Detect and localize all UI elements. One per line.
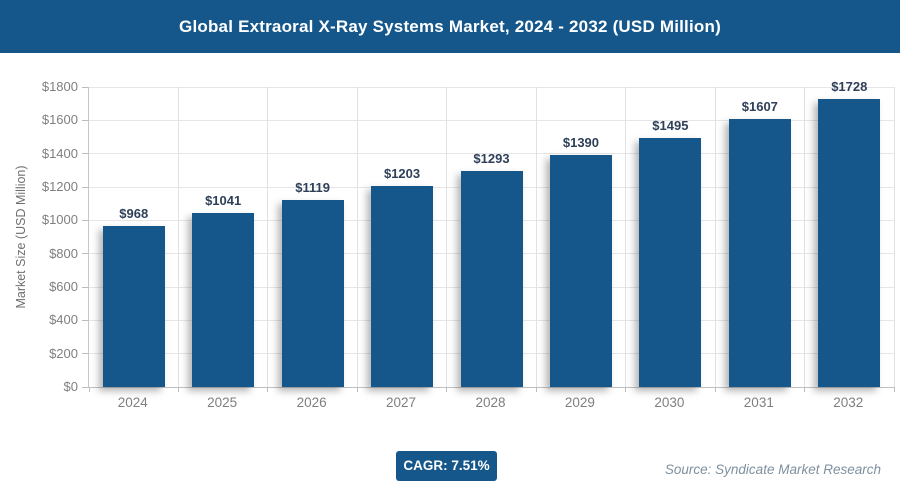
y-axis-tick-mark: [82, 219, 88, 221]
y-axis-tick-mark: [82, 353, 88, 355]
bar-value-label: $1041: [205, 193, 242, 208]
x-tick-label: 2026: [296, 395, 327, 410]
gridline-horizontal: [89, 119, 894, 121]
bar-value-label: $1390: [562, 135, 600, 150]
x-axis-tick-labels: 2024 2025 2026 2027 2028 2029 2030 2031 2032: [88, 394, 893, 414]
chart-title-bar: Global Extraoral X-Ray Systems Market, 2…: [0, 0, 900, 53]
x-tick-label: 2032: [833, 395, 864, 410]
bar: [460, 171, 523, 387]
gridline-vertical: [267, 87, 269, 387]
bar-value-label: $1607: [741, 99, 778, 114]
y-axis-tick-mark: [82, 86, 88, 88]
y-tick-label: $1800: [41, 79, 78, 94]
bar: [192, 213, 255, 387]
gridline-vertical: [356, 87, 358, 387]
x-tick-label: 2024: [117, 395, 148, 410]
gridline-vertical: [804, 87, 806, 387]
x-axis-tick-mark: [714, 387, 716, 392]
bar: [728, 119, 791, 387]
y-axis-tick-mark: [82, 153, 88, 155]
bar: [639, 138, 702, 387]
x-axis-tick-mark: [893, 387, 895, 392]
y-tick-label: $800: [49, 245, 78, 261]
bar: [549, 155, 612, 387]
source-attribution: Source: Syndicate Market Research: [664, 462, 881, 477]
bar-value-label: $1495: [652, 118, 689, 133]
y-tick-label: $1600: [41, 112, 78, 128]
y-axis-tick-mark: [82, 386, 88, 388]
x-tick-label: 2028: [475, 395, 506, 410]
gridline-vertical: [446, 87, 448, 387]
y-tick-label: $1200: [41, 179, 78, 194]
gridline-horizontal: [89, 86, 894, 88]
x-axis-tick-mark: [356, 387, 358, 392]
x-tick-label: 2029: [564, 395, 595, 410]
y-axis-tick-labels: $0 $200 $400 $600 $800 $1000 $1200 $1400 $1600 $1…: [0, 79, 78, 394]
x-axis-tick-mark: [625, 387, 627, 392]
x-tick-label: 2027: [386, 395, 417, 410]
y-tick-label: $0: [63, 379, 78, 394]
x-tick-label: 2025: [207, 395, 238, 410]
plot-area: $968 $1041 $1119 $1203 $1293 $1390 $1495 $1607 $…: [82, 79, 895, 392]
x-axis-tick-mark: [88, 387, 90, 392]
y-tick-label: $1400: [41, 145, 78, 161]
x-axis-tick-mark: [804, 387, 806, 392]
y-axis-tick-mark: [82, 286, 88, 288]
y-axis-tick-mark: [82, 119, 88, 121]
x-axis-tick-mark: [446, 387, 448, 392]
y-axis-tick-mark: [82, 319, 88, 321]
bar-value-label: $1728: [831, 79, 868, 94]
bar: [371, 186, 434, 387]
y-axis-tick-mark: [82, 186, 88, 188]
bar-value-label: $1203: [383, 166, 421, 181]
gridline-vertical: [893, 87, 895, 387]
gridline-vertical: [625, 87, 627, 387]
chart-title: Global Extraoral X-Ray Systems Market, 2…: [179, 16, 721, 36]
y-tick-label: $400: [49, 312, 78, 328]
y-tick-label: $600: [49, 279, 78, 294]
gridline-vertical: [714, 87, 716, 387]
bar: [818, 99, 881, 387]
x-tick-label: 2030: [654, 395, 685, 410]
bar-value-label: $1119: [295, 180, 330, 195]
x-axis-tick-mark: [535, 387, 537, 392]
bar: [102, 226, 165, 387]
bar-value-label: $1293: [473, 151, 510, 166]
x-tick-label: 2031: [743, 395, 774, 410]
y-axis-tick-mark: [82, 253, 88, 255]
gridline-vertical: [177, 87, 179, 387]
bar-value-label: $968: [119, 206, 149, 221]
x-axis-tick-mark: [267, 387, 269, 392]
gridline-horizontal: [89, 153, 894, 155]
y-tick-label: $1000: [41, 212, 78, 228]
x-axis-tick-mark: [177, 387, 179, 392]
gridline-vertical: [535, 87, 537, 387]
y-tick-label: $200: [49, 345, 78, 361]
bar: [281, 200, 344, 387]
cagr-badge: CAGR: 7.51%: [396, 451, 497, 481]
